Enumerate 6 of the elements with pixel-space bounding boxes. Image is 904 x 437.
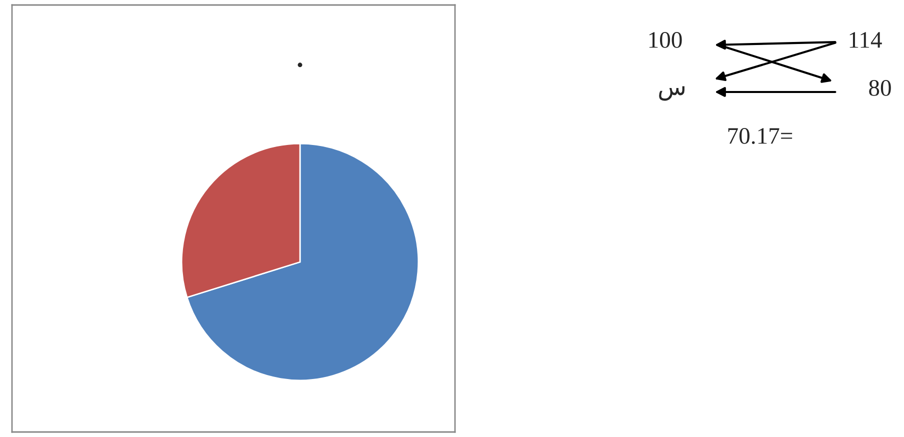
- text: 70.17=: [728, 128, 792, 144]
- text: 114: [850, 32, 882, 48]
- text: 100: [649, 32, 682, 48]
- text: س: [659, 86, 684, 101]
- text: 80: [869, 80, 891, 96]
- chart-title: .: [298, 62, 302, 68]
